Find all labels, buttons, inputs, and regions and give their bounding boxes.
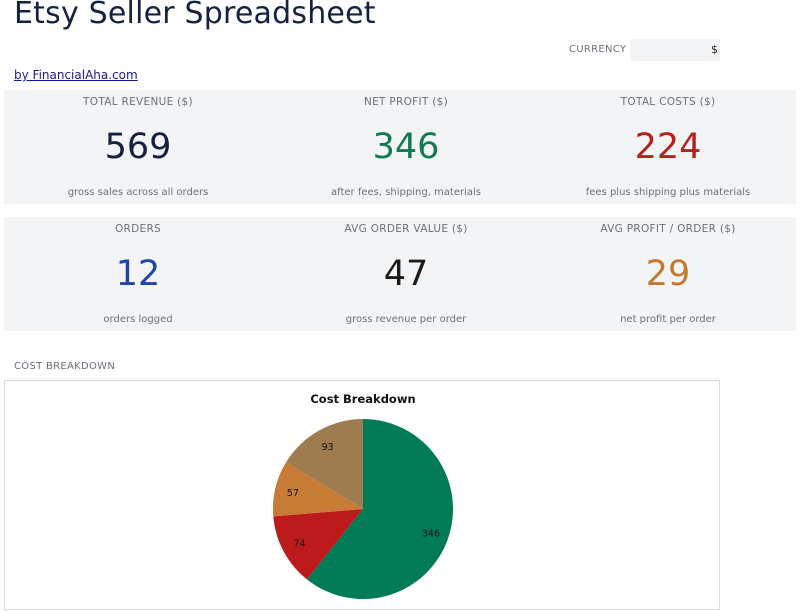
stat-label: TOTAL COSTS ($): [620, 96, 716, 108]
stat-label: TOTAL REVENUE ($): [83, 96, 193, 108]
stat-value: 224: [634, 127, 702, 167]
currency-field[interactable]: $: [630, 39, 720, 61]
pie-slice: [306, 419, 453, 599]
pie-slice-label: 57: [287, 488, 299, 499]
stat-value: 47: [383, 254, 429, 294]
section-cost-breakdown-label: COST BREAKDOWN: [14, 361, 116, 372]
stat-caption: gross revenue per order: [345, 314, 467, 325]
stat-caption: net profit per order: [620, 314, 716, 325]
stat-net-profit: NET PROFIT ($) 346 after fees, shipping,…: [272, 90, 540, 204]
stat-value: 346: [372, 127, 440, 167]
stat-avg-profit-per-order: AVG PROFIT / ORDER ($) 29 net profit per…: [540, 217, 796, 331]
cost-breakdown-pie-chart: Cost Breakdown 346 74 57 93: [273, 392, 453, 599]
stat-caption: after fees, shipping, materials: [330, 187, 482, 198]
pie-slice-label: 74: [293, 538, 305, 549]
stats-row-bottom: ORDERS 12 orders logged AVG ORDER VALUE …: [4, 217, 796, 331]
stats-row-top: TOTAL REVENUE ($) 569 gross sales across…: [4, 90, 796, 204]
stat-caption: orders logged: [103, 314, 173, 325]
stat-label: ORDERS: [114, 223, 162, 235]
stat-label: AVG PROFIT / ORDER ($): [600, 223, 736, 235]
pie-slice: [273, 509, 363, 580]
cost-breakdown-chart-panel: Cost Breakdown 346 74 57 93: [4, 380, 720, 610]
stat-value: 29: [645, 254, 691, 294]
stat-label: AVG ORDER VALUE ($): [344, 223, 468, 235]
stat-avg-order-value: AVG ORDER VALUE ($) 47 gross revenue per…: [272, 217, 540, 331]
pie-slice: [286, 419, 363, 509]
byline-link[interactable]: by FinancialAha.com: [14, 68, 138, 82]
stat-value: 12: [115, 254, 161, 294]
stat-total-revenue: TOTAL REVENUE ($) 569 gross sales across…: [4, 90, 272, 204]
stat-orders: ORDERS 12 orders logged: [4, 217, 272, 331]
stat-caption: fees plus shipping plus materials: [585, 187, 751, 198]
pie-slice-label: 93: [322, 442, 334, 453]
page-title: Etsy Seller Spreadsheet: [14, 0, 376, 31]
stat-total-costs: TOTAL COSTS ($) 224 fees plus shipping p…: [540, 90, 796, 204]
stat-value: 569: [104, 127, 172, 167]
pie-slice: [273, 462, 363, 517]
chart-title: Cost Breakdown: [310, 392, 415, 406]
pie-slice-label: 346: [422, 528, 440, 539]
currency-label: CURRENCY: [569, 44, 627, 55]
stat-label: NET PROFIT ($): [363, 96, 449, 108]
stat-caption: gross sales across all orders: [67, 187, 209, 198]
currency-value: $: [711, 43, 718, 56]
